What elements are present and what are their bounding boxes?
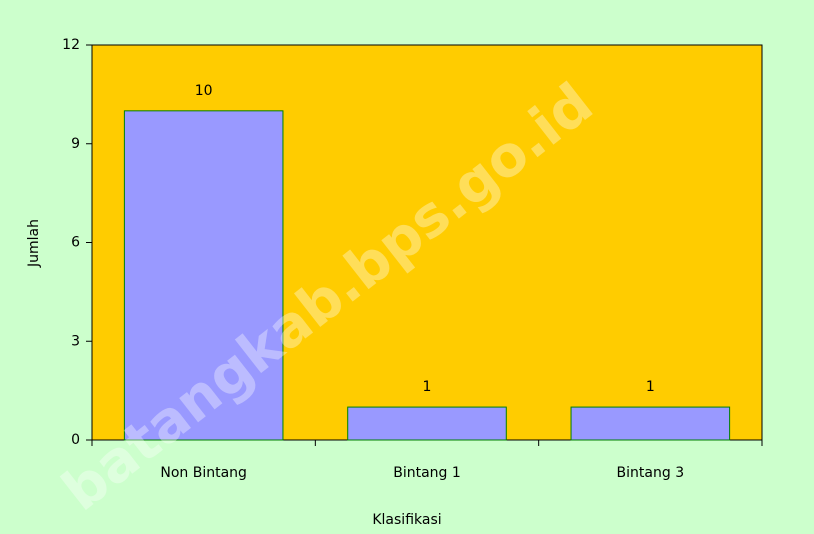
bar <box>570 406 731 441</box>
y-tick-label: 6 <box>71 235 80 251</box>
y-tick-label: 12 <box>62 37 80 53</box>
y-tick-label: 0 <box>71 432 80 448</box>
data-label: 1 <box>423 379 432 395</box>
data-label: 10 <box>195 83 213 99</box>
bar <box>347 406 507 441</box>
y-tick-label: 3 <box>71 333 80 349</box>
y-axis-label: Jumlah <box>26 219 42 268</box>
data-label: 1 <box>646 379 655 395</box>
x-axis-label: Klasifikasi <box>372 512 441 528</box>
bar <box>123 110 284 441</box>
x-tick-label: Bintang 1 <box>393 465 461 481</box>
x-tick-label: Bintang 3 <box>617 465 685 481</box>
x-tick-label: Non Bintang <box>160 465 247 481</box>
y-tick-label: 9 <box>71 136 80 152</box>
